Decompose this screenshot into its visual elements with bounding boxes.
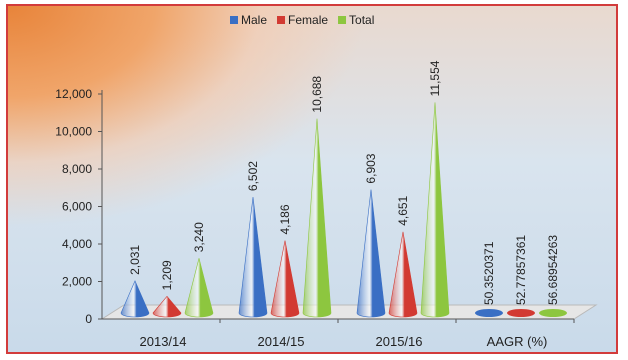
chart-frame: 0 2,000 4,000 6,000 8,000 10,000 12,000 2013/1…	[6, 4, 618, 354]
cones	[120, 102, 567, 318]
legend-label-male: Male	[241, 13, 267, 27]
legend-label-female: Female	[288, 13, 328, 27]
legend-swatch-total	[338, 16, 347, 24]
y-tick-label: 8,000	[62, 162, 92, 176]
cone-male-2013-14	[120, 280, 150, 318]
cone-male-aagr	[475, 309, 503, 317]
legend-swatch-male	[230, 16, 238, 24]
legend: Male Female Total	[230, 13, 374, 27]
data-label-female-2014-15: 4,186	[278, 204, 292, 234]
y-tick-label: 10,000	[55, 125, 92, 139]
legend-label-total: Total	[349, 13, 374, 27]
cone-total-2015-16	[420, 102, 450, 318]
y-tick-label: 0	[85, 312, 92, 326]
cone-male-2015-16	[356, 189, 386, 318]
data-label-male-2014-15: 6,502	[246, 161, 260, 191]
y-tick-label: 6,000	[62, 200, 92, 214]
cone-female-2013-14	[152, 295, 182, 318]
data-label-total-2014-15: 10,688	[310, 76, 324, 113]
cone-female-aagr	[507, 309, 535, 317]
cone-male-2014-15	[238, 197, 268, 318]
cone-total-2014-15	[302, 118, 332, 318]
legend-swatch-female	[277, 16, 286, 24]
chart: 0 2,000 4,000 6,000 8,000 10,000 12,000 2013/1…	[55, 13, 598, 349]
x-axis: 2013/14 2014/15 2015/16 AAGR (%)	[102, 318, 575, 349]
y-tick-label: 2,000	[62, 275, 92, 289]
data-label-female-2015-16: 4,651	[396, 195, 410, 225]
data-label-total-2013-14: 3,240	[192, 222, 206, 252]
data-label-female-aagr: 52.77857361	[514, 235, 528, 305]
category-label-2014-15: 2014/15	[258, 334, 305, 349]
category-label-2013-14: 2013/14	[140, 334, 187, 349]
data-label-total-2015-16: 11,554	[428, 60, 442, 96]
cone-female-2014-15	[270, 240, 300, 318]
y-axis: 0 2,000 4,000 6,000 8,000 10,000 12,000	[55, 87, 103, 326]
data-label-total-aagr: 56.68954263	[546, 235, 560, 305]
cone-female-2015-16	[388, 231, 418, 318]
data-label-male-2015-16: 6,903	[364, 153, 378, 183]
cone-total-aagr	[539, 309, 567, 317]
data-labels: 2,031 1,209 3,240 6,502 4,186 10,688 6,903 4,65…	[128, 60, 560, 305]
category-label-aagr: AAGR (%)	[487, 334, 548, 349]
y-tick-label: 12,000	[55, 87, 92, 101]
data-label-female-2013-14: 1,209	[160, 260, 174, 290]
data-label-male-aagr: 50.3520371	[482, 241, 496, 305]
category-label-2015-16: 2015/16	[376, 334, 423, 349]
data-label-male-2013-14: 2,031	[128, 245, 142, 275]
cone-total-2013-14	[184, 258, 214, 318]
y-tick-label: 4,000	[62, 237, 92, 251]
